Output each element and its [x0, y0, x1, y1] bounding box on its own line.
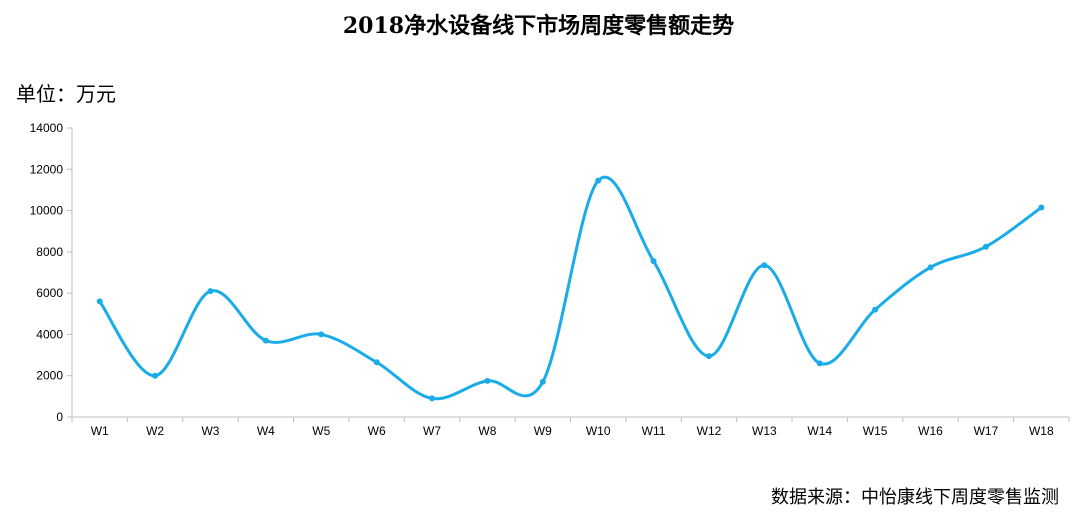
x-tick-label: W10	[586, 424, 611, 438]
data-point	[761, 262, 768, 269]
data-point	[816, 360, 823, 367]
series-line	[98, 175, 1043, 401]
x-tick-label: W4	[257, 424, 275, 438]
y-tick-label: 0	[56, 410, 63, 424]
y-tick-label: 2000	[36, 369, 63, 383]
x-tick-label: W17	[974, 424, 999, 438]
data-point	[539, 378, 546, 385]
data-point	[373, 359, 380, 366]
x-tick-label: W5	[312, 424, 330, 438]
y-tick-label: 12000	[30, 162, 64, 176]
x-tick-label: W18	[1029, 424, 1054, 438]
x-tick-label: W2	[146, 424, 164, 438]
data-point	[1038, 204, 1045, 211]
data-point	[429, 395, 436, 402]
data-point	[262, 337, 269, 344]
x-tick-label: W12	[697, 424, 722, 438]
data-point	[705, 353, 712, 360]
x-tick-label: W13	[752, 424, 777, 438]
data-point	[207, 288, 214, 295]
x-tick-label: W15	[863, 424, 888, 438]
y-tick-label: 14000	[30, 121, 64, 135]
data-point	[595, 177, 602, 184]
data-point	[484, 377, 491, 384]
data-point	[650, 258, 657, 265]
y-tick-label: 8000	[36, 245, 63, 259]
x-tick-label: W8	[478, 424, 496, 438]
y-axis: 0 2000 4000 6000 8000 10000 12000 14000	[30, 121, 73, 424]
x-tick-label: W11	[642, 424, 666, 438]
x-tick-label: W6	[368, 424, 386, 438]
x-tick-label: W14	[807, 424, 832, 438]
data-point	[318, 331, 325, 338]
chart-title: 2018净水设备线下市场周度零售额走势	[342, 13, 735, 39]
x-tick-label: W1	[91, 424, 109, 438]
unit-label: 单位：万元	[16, 82, 116, 106]
data-point	[96, 298, 103, 305]
data-points	[96, 177, 1045, 402]
x-tick-label: W7	[423, 424, 441, 438]
data-point	[152, 372, 159, 379]
y-tick-label: 10000	[30, 204, 64, 218]
y-tick-label: 4000	[36, 327, 63, 341]
source-note: 数据来源：中怡康线下周度零售监测	[771, 487, 1059, 508]
data-point	[927, 264, 934, 271]
x-tick-label: W3	[201, 424, 219, 438]
x-axis: W1 W2 W3 W4 W5 W6 W7 W8 W9 W10 W11 W12 W13 W14 W15 W16 W…	[71, 416, 1070, 438]
x-tick-label: W16	[918, 424, 943, 438]
y-tick-label: 6000	[36, 286, 63, 300]
data-point	[982, 243, 989, 250]
x-tick-label: W9	[534, 424, 552, 438]
data-point	[872, 306, 879, 313]
